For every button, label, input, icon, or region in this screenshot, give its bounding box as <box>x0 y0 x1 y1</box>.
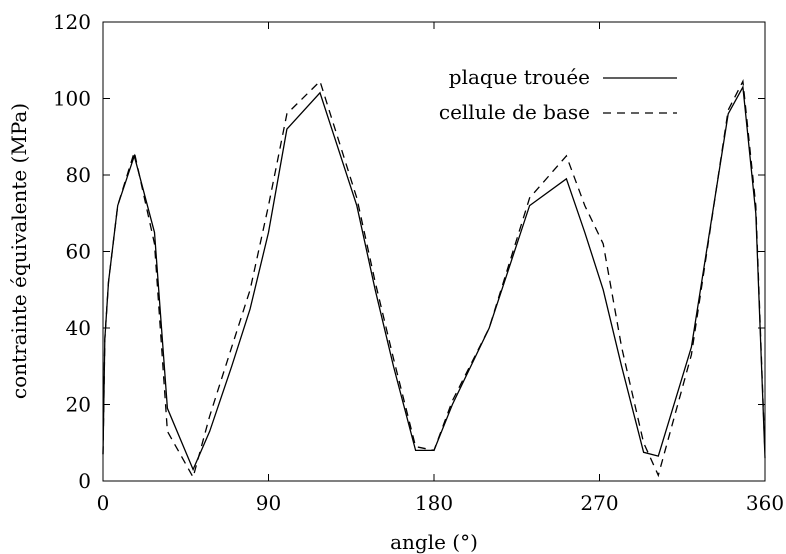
x-tick-label: 0 <box>97 491 110 515</box>
x-axis-title: angle (°) <box>390 530 478 554</box>
plot-frame <box>102 21 766 482</box>
y-tick-label: 60 <box>66 240 91 264</box>
y-tick-label: 40 <box>66 316 91 340</box>
x-tick-label: 360 <box>746 491 784 515</box>
y-axis-title: contrainte équivalente (MPa) <box>7 103 31 399</box>
y-tick-label: 80 <box>66 163 91 187</box>
legend-label: cellule de base <box>439 100 590 124</box>
legend-label: plaque trouée <box>449 65 590 89</box>
y-tick-label: 20 <box>66 393 91 417</box>
x-tick-label: 270 <box>580 491 618 515</box>
axis-ticks <box>102 21 766 482</box>
series-line-plaque-trouee <box>102 84 766 472</box>
data-series <box>102 79 766 479</box>
y-tick-label: 0 <box>78 469 91 493</box>
y-tick-label: 100 <box>53 87 91 111</box>
x-tick-label: 180 <box>415 491 453 515</box>
x-tick-label: 90 <box>256 491 281 515</box>
y-tick-label: 120 <box>53 10 91 34</box>
axis-tick-labels: 0 90 180 270 360 0 20 40 60 80 100 120 <box>53 10 784 515</box>
legend: plaque trouée cellule de base <box>439 65 677 124</box>
series-line-cellule-de-base <box>102 79 766 479</box>
